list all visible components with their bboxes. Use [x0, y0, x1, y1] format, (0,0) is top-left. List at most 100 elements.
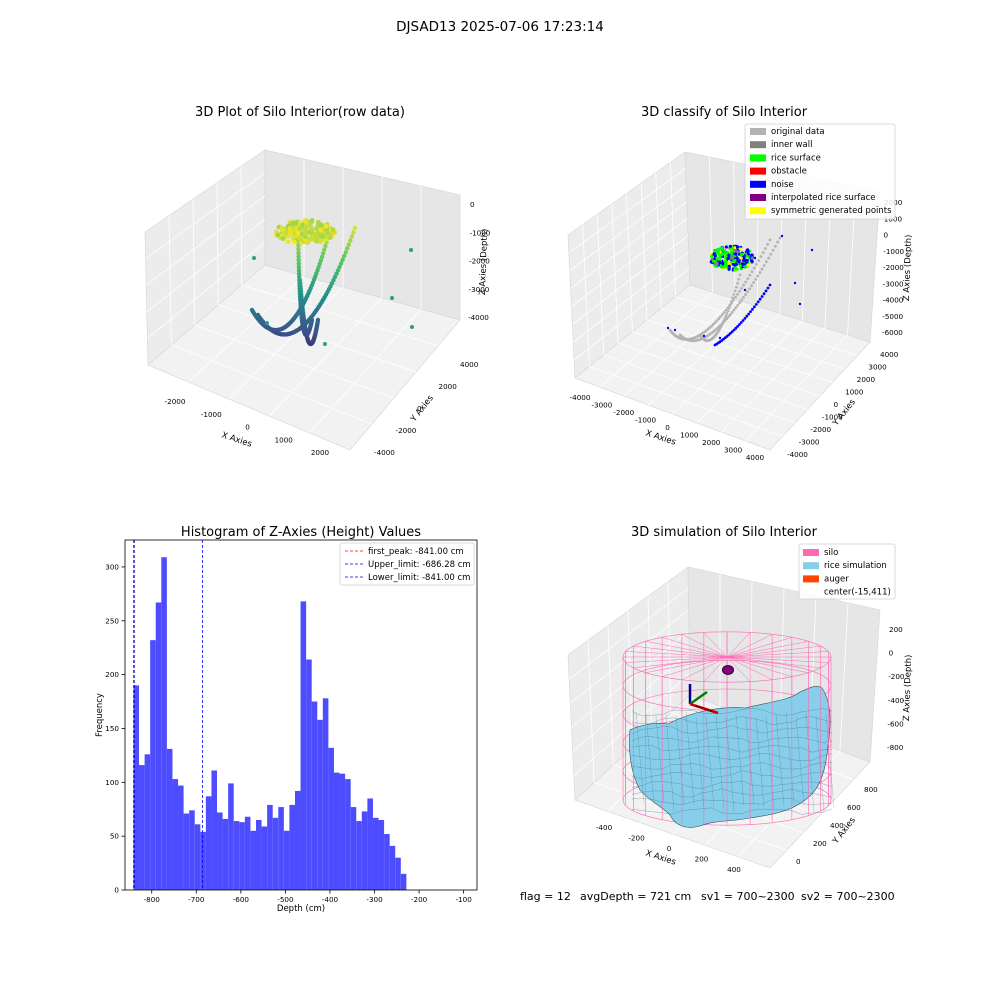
raw-point [334, 271, 339, 276]
hist-bar [400, 873, 407, 890]
sim-legend: silo rice simulation auger center(-15,411) [798, 543, 896, 600]
classified-point [714, 262, 718, 266]
rice-mesh-line [785, 712, 795, 805]
classify-y-tick-label: -1000 [822, 413, 843, 422]
sim-legend-swatch [803, 549, 819, 556]
classified-point [744, 265, 748, 269]
original-data-point [752, 266, 756, 270]
noise-point [766, 286, 770, 290]
hist-x-tick-label: -500 [277, 895, 294, 904]
classify-legend-swatch [750, 154, 766, 162]
hist-bar [228, 783, 234, 890]
figure-title: DJSAD13 2025-07-06 17:23:14 [396, 19, 604, 35]
hist-bar [172, 779, 179, 890]
raw-point [275, 232, 281, 238]
classified-point [740, 262, 745, 266]
noise-point [762, 292, 766, 296]
classified-point [734, 262, 738, 267]
original-data-point [724, 308, 728, 312]
classify-legend-label: noise [771, 180, 794, 190]
original-data-point [740, 298, 743, 302]
classified-point [733, 246, 737, 250]
rice-mesh-line [631, 725, 833, 735]
original-data-point [732, 308, 736, 312]
hist-bar [339, 773, 346, 890]
original-data-point [756, 274, 760, 278]
silo-roof-wire [645, 641, 728, 658]
grid-line [708, 156, 713, 293]
hist-legend-frame [339, 542, 475, 586]
grid-line [571, 630, 690, 728]
classify-legend-label: original data [771, 127, 825, 137]
sim-y-tick-label: 400 [830, 821, 844, 830]
original-data-point [729, 303, 732, 306]
classify-z-label: Z Axies (Depth) [902, 234, 914, 301]
hist-y-tick-label: 50 [110, 832, 120, 841]
sim-z-label: Z Axies (Depth) [902, 654, 914, 721]
hist-x-tick-label: -800 [144, 895, 161, 904]
classify-panel-title: 3D classify of Silo Interior [641, 105, 808, 120]
hist-x-label: Depth (cm) [277, 904, 325, 914]
raw-panel-title: 3D Plot of Silo Interior(row data) [195, 105, 405, 120]
grid-line [194, 324, 395, 399]
hist-x-tick-label: -400 [322, 895, 339, 904]
noise-point [793, 281, 797, 285]
raw-point [349, 234, 355, 239]
rice-mesh-line [735, 714, 745, 806]
hist-bar [378, 820, 385, 890]
raw-y-tick-label: -2000 [396, 426, 417, 435]
hist-x-tick-label: -100 [455, 895, 472, 904]
rice-mesh-line [631, 708, 833, 716]
hist-bar [328, 747, 334, 890]
original-data-point [738, 273, 742, 277]
grid-line [572, 234, 689, 325]
noise-point [798, 302, 802, 306]
grid-line [647, 306, 758, 406]
silo-roof-wire [703, 656, 728, 682]
raw-point [323, 243, 328, 249]
classify-x-tick-label: -2000 [613, 408, 634, 417]
classify-x-tick-label: 0 [665, 423, 670, 432]
sim-z-ticks: 200 0 -200 -400 -600 -800 [887, 625, 905, 752]
sim-legend-label: rice simulation [824, 561, 887, 571]
raw-point [302, 218, 308, 224]
classified-point [730, 247, 734, 251]
noise-point [810, 248, 814, 252]
rice-mesh-line [655, 717, 665, 803]
rice-mesh-line [631, 788, 833, 798]
sim-x-ticks: -400 -200 0 200 400 [596, 823, 741, 874]
raw-point [323, 342, 327, 346]
hist-bar [166, 748, 173, 890]
classified-point [724, 259, 728, 263]
raw-y-ticks: -4000 -2000 0 2000 4000 [374, 360, 479, 457]
hist-legend-label: Upper_limit: -686.28 cm [368, 560, 471, 570]
original-data-point [760, 267, 764, 271]
classified-point [723, 262, 728, 267]
raw-point [317, 261, 322, 267]
hist-bar [384, 834, 390, 890]
sim-x-label: X Axies [644, 848, 677, 867]
raw-3d-panel: 3D Plot of Silo Interior(row data) -2000… [144, 105, 491, 457]
classify-x-tick-label: -4000 [570, 393, 591, 402]
auger-marker [688, 684, 719, 715]
classified-point [710, 254, 714, 258]
hist-bar [194, 824, 201, 890]
classified-point [715, 264, 719, 268]
sim-x-tick-label: -400 [596, 823, 613, 832]
grid-line [568, 168, 686, 254]
rice-mesh-line [755, 717, 765, 807]
status-sv1: sv1 = 700~2300 [701, 890, 795, 903]
original-data-point [773, 244, 777, 248]
rice-mesh-line [631, 770, 833, 779]
hist-y-label: Frequency [95, 693, 105, 737]
raw-z-tick-label: -2000 [469, 257, 490, 266]
raw-x-label: X Axies [220, 430, 253, 449]
classify-z-tick-label: -2000 [883, 263, 904, 272]
status-line: flag = 12 avgDepth = 721 cm sv1 = 700~23… [520, 890, 895, 903]
noise-point [747, 312, 751, 316]
original-data-point [750, 270, 754, 274]
grid-line [573, 251, 689, 343]
noise-point [780, 234, 784, 238]
classified-point [735, 245, 739, 249]
raw-point [296, 247, 301, 252]
